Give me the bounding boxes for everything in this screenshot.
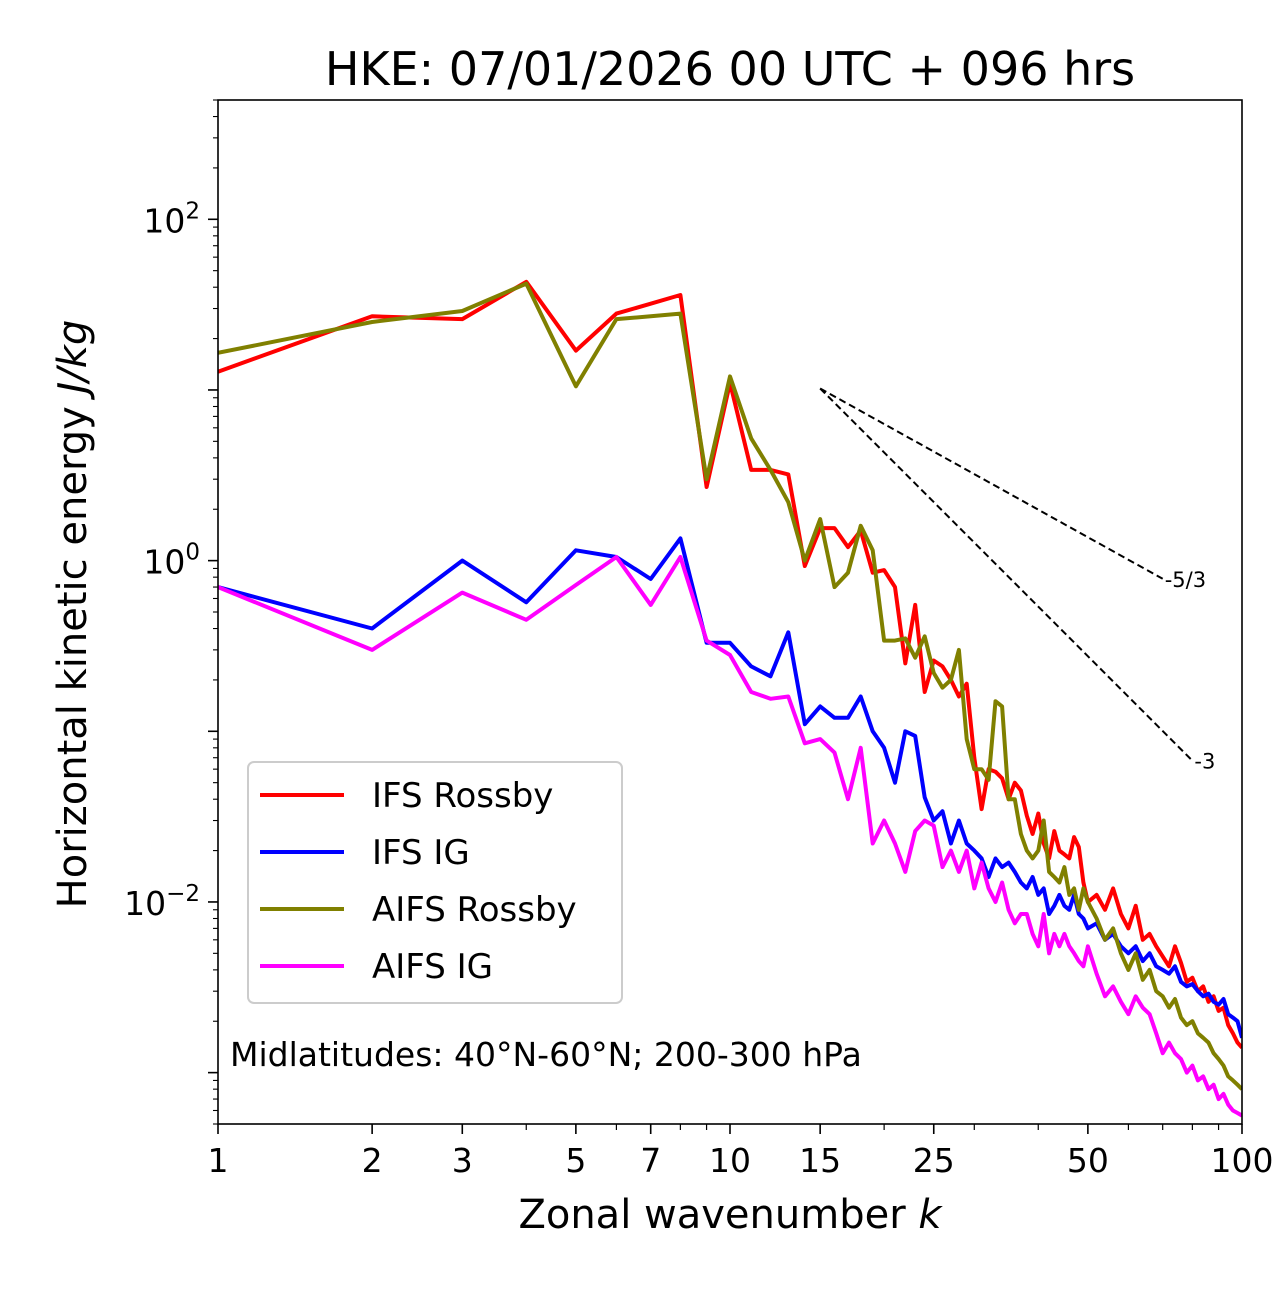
y-axis-label: Horizontal kinetic energy J/kg: [50, 320, 96, 909]
y-tick-label: 10−2: [124, 881, 200, 923]
legend-box: [247, 761, 623, 1004]
x-tick-label: 3: [452, 1141, 473, 1180]
y-tick-label: 100: [143, 540, 200, 582]
x-tick-label: 50: [1067, 1141, 1109, 1180]
series-line: [218, 281, 1242, 1091]
svg-text:Zonal wavenumber k: Zonal wavenumber k: [518, 1192, 943, 1238]
x-tick-label: 100: [1211, 1141, 1274, 1180]
x-tick-label: 2: [362, 1141, 383, 1180]
axis-ticks: 1 2 3 5 7 10 15 25 50 100 10−2 100 102: [124, 99, 1274, 1180]
x-tick-label: 5: [565, 1141, 586, 1180]
y-axis-label-text: Horizontal kinetic energy: [50, 406, 96, 908]
series-line: [218, 536, 1242, 1039]
x-tick-label: 7: [640, 1141, 661, 1180]
legend-label: AIFS IG: [372, 947, 493, 987]
legend-label: AIFS Rossby: [372, 890, 577, 930]
x-tick-label: 1: [208, 1141, 229, 1180]
reference-slope-label: -5/3: [1165, 568, 1206, 592]
y-tick-label: 102: [143, 198, 200, 240]
x-tick-label: 10: [709, 1141, 751, 1180]
plot-area: -5/3 -3: [218, 279, 1242, 1118]
series-lines: [218, 279, 1242, 1118]
x-tick-label: 25: [913, 1141, 955, 1180]
x-tick-label: 15: [799, 1141, 841, 1180]
chart-title: HKE: 07/01/2026 00 UTC + 096 hrs: [325, 42, 1135, 96]
svg-text:Horizontal kinetic energy: Horizontal kinetic energy J/kg: [50, 320, 96, 909]
legend: IFS Rossby IFS IG AIFS Rossby AIFS IG: [247, 761, 623, 1004]
region-annotation: Midlatitudes: 40°N-60°N; 200-300 hPa: [230, 1035, 862, 1074]
series-line: [218, 555, 1242, 1118]
series-line: [218, 279, 1242, 1050]
legend-label: IFS IG: [372, 833, 470, 873]
x-axis-label-text: Zonal wavenumber: [518, 1192, 906, 1238]
reference-slope-label: -3: [1194, 750, 1215, 774]
x-axis-label: Zonal wavenumber k: [518, 1192, 943, 1238]
y-axis-label-units: J/kg: [50, 320, 96, 401]
x-axis-label-symbol: k: [918, 1192, 943, 1238]
legend-label: IFS Rossby: [372, 776, 553, 816]
